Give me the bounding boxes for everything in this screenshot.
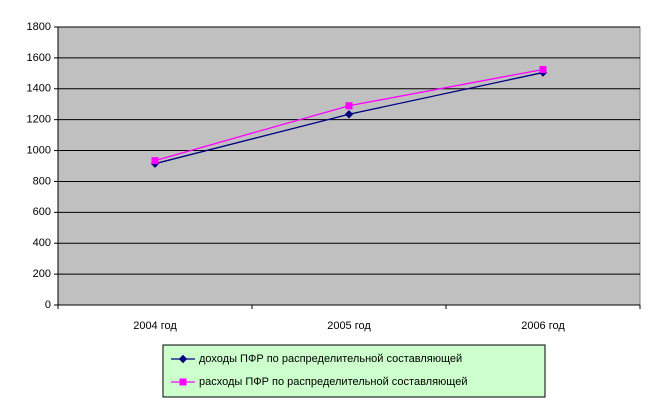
legend-marker bbox=[178, 354, 188, 364]
y-tick-label: 1200 bbox=[27, 114, 51, 126]
plot-area bbox=[57, 26, 641, 306]
data-point bbox=[345, 102, 353, 110]
data-point bbox=[539, 65, 547, 73]
data-point bbox=[344, 110, 354, 119]
y-tick-label: 1000 bbox=[27, 144, 51, 156]
x-tick-label: 2005 год bbox=[327, 320, 371, 332]
legend bbox=[162, 344, 546, 398]
legend-label: расходы ПФР по распределительной составл… bbox=[199, 376, 467, 388]
y-tick-label: 600 bbox=[33, 206, 51, 218]
data-point bbox=[151, 157, 159, 165]
y-tick-label: 0 bbox=[45, 299, 51, 311]
y-tick-label: 400 bbox=[33, 237, 51, 249]
x-tick-label: 2006 год bbox=[521, 320, 565, 332]
y-tick-label: 1600 bbox=[27, 52, 51, 64]
y-tick-label: 1800 bbox=[27, 21, 51, 33]
x-tick-label: 2004 год bbox=[133, 320, 177, 332]
y-tick-label: 1400 bbox=[27, 83, 51, 95]
y-tick-label: 200 bbox=[33, 268, 51, 280]
y-tick-label: 800 bbox=[33, 175, 51, 187]
legend-marker bbox=[179, 378, 187, 386]
legend-label: доходы ПФР по распределительной составля… bbox=[199, 353, 462, 365]
